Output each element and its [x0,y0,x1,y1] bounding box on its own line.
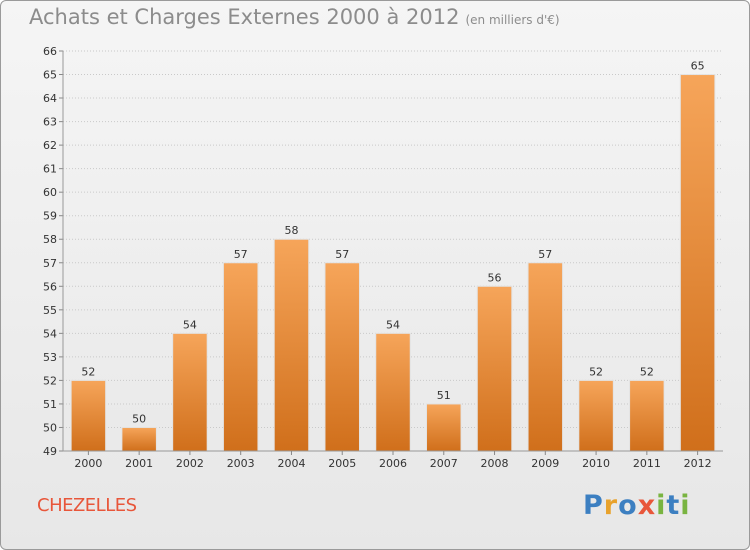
bar [324,262,360,452]
bar-value-label: 52 [589,365,603,378]
y-tick-label: 59 [43,210,57,223]
y-tick-label: 51 [43,398,57,411]
bar [578,379,614,452]
bar-value-label: 51 [437,389,451,402]
x-axis: 2000 2001 2002 2003 2004 2005 2006 2007 2008 2009… [63,450,723,470]
title-main: Achats et Charges Externes 2000 à 2012 [29,5,460,29]
bar-value-label: 57 [538,248,552,261]
bars: 52 50 54 57 58 57 54 51 56 57 52 52 65 [70,60,716,452]
bar [527,262,564,452]
logo-letter: i [656,490,667,521]
bar-value-label: 65 [691,60,705,73]
y-tick-label: 49 [43,445,57,458]
logo-letter: r [603,490,619,521]
x-tick-label: 2007 [430,457,458,470]
y-tick-label: 62 [43,139,57,152]
bar [629,379,665,452]
proxiti-logo: Proxiti [583,490,691,521]
y-tick-label: 56 [43,280,57,293]
y-tick-label: 64 [43,92,57,105]
bar [426,403,462,452]
x-tick-label: 2009 [531,457,559,470]
logo-letter: P [583,490,604,521]
logo-letter: t [666,490,681,521]
x-tick-label: 2005 [328,457,356,470]
bar-value-label: 52 [81,365,95,378]
y-tick-label: 58 [43,233,57,246]
y-tick-label: 53 [43,351,57,364]
bar [273,238,310,452]
bar-value-label: 50 [132,412,146,425]
bar-value-label: 54 [386,318,400,331]
y-tick-label: 63 [43,116,57,129]
y-tick-label: 54 [43,327,57,340]
logo-letter: x [637,490,657,521]
y-tick-label: 57 [43,257,57,270]
y-tick-label: 66 [43,45,57,58]
x-tick-label: 2001 [125,457,153,470]
bar [679,74,716,452]
logo-letter: o [618,490,638,521]
bar [222,262,259,452]
y-tick-label: 65 [43,69,57,82]
chart-title: Achats et Charges Externes 2000 à 2012 (e… [29,5,560,29]
y-axis: 49 50 51 52 53 54 55 56 57 58 59 60 61 62 63 64 65 66 [43,45,64,458]
bar-value-label: 58 [284,224,298,237]
bar-value-label: 52 [640,365,654,378]
logo-letter: i [680,490,691,521]
y-tick-label: 60 [43,186,57,199]
x-tick-label: 2008 [481,457,509,470]
bar [121,426,157,452]
bar-value-label: 54 [183,318,197,331]
bar-value-label: 56 [488,271,502,284]
x-tick-label: 2002 [176,457,204,470]
y-tick-label: 50 [43,421,57,434]
bar [172,332,208,452]
y-tick-label: 52 [43,374,57,387]
bar-value-label: 57 [234,248,248,261]
x-tick-label: 2003 [227,457,255,470]
bar [70,379,107,452]
x-tick-label: 2000 [74,457,102,470]
x-tick-label: 2011 [633,457,661,470]
y-tick-label: 55 [43,304,57,317]
bar [476,285,513,452]
title-unit: (en milliers d'€) [465,13,560,27]
bar-value-label: 57 [335,248,349,261]
y-tick-label: 61 [43,163,57,176]
x-tick-label: 2004 [277,457,305,470]
bar [375,332,411,452]
x-tick-label: 2012 [684,457,712,470]
x-tick-label: 2006 [379,457,407,470]
commune-name: CHEZELLES [37,495,137,516]
x-tick-label: 2010 [582,457,610,470]
